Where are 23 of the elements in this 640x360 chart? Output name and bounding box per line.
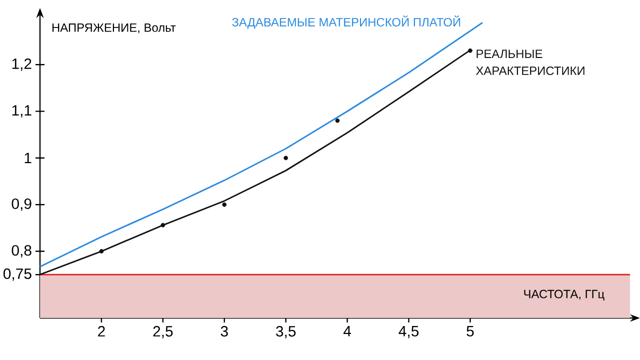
y-tick-label: 1,2 — [12, 58, 32, 71]
y-tick-label: 1,1 — [12, 105, 32, 118]
point — [222, 202, 227, 207]
x-axis-title: ЧАСТОТА, ГГц — [524, 290, 604, 301]
point — [160, 222, 166, 228]
point — [99, 249, 104, 254]
x-tick-label: 4,5 — [398, 326, 419, 338]
point — [335, 118, 340, 123]
x-tick-label: 2,5 — [153, 326, 173, 338]
point — [468, 48, 472, 53]
y-tick-label: 0,75 — [3, 268, 32, 281]
x-tick-label: 2 — [98, 326, 105, 336]
x-tick-label: 3 — [220, 326, 228, 337]
y-tick-label: 0,8 — [12, 245, 32, 258]
y-axis-title: НАПРЯЖЕНИЕ, Вольт — [52, 24, 176, 34]
x-tick-label: 5 — [466, 326, 474, 336]
series-label: ЗАДАВАЕМЫЕ МАТЕРИНСКОЙ ПЛАТОЙ — [232, 16, 460, 29]
y-tick-label: 1 — [24, 152, 32, 164]
x-tick-label: 4 — [343, 326, 352, 336]
x-tick-label: 3,5 — [276, 326, 296, 338]
series-label: РЕАЛЬНЫЕ ХАРАКТЕРИСТИКИ — [476, 50, 584, 75]
point — [284, 156, 288, 160]
y-tick-label: 0,9 — [12, 198, 32, 211]
